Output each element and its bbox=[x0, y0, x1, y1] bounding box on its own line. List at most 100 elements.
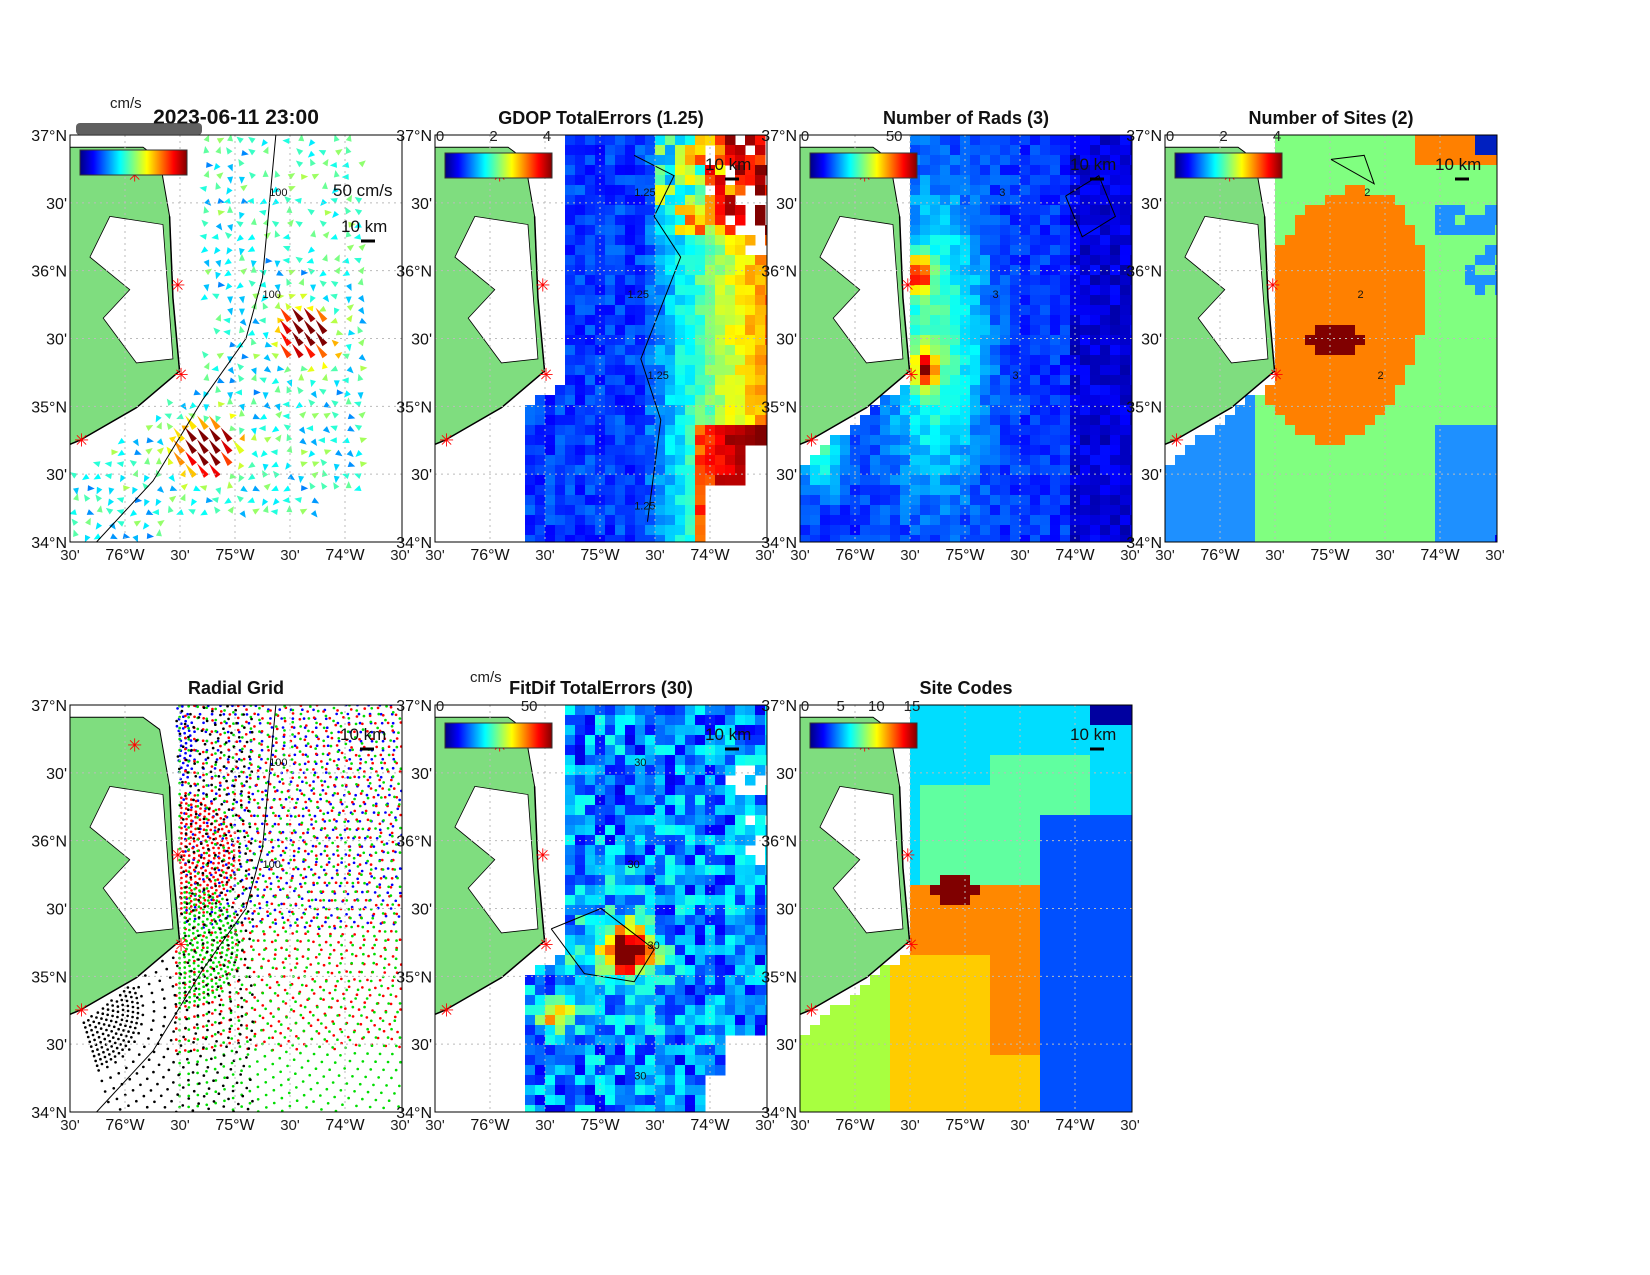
heatmap-cell bbox=[1060, 385, 1071, 396]
heatmap-cell bbox=[745, 435, 756, 446]
heatmap-cell bbox=[1345, 335, 1356, 346]
heatmap-cell bbox=[725, 785, 736, 796]
heatmap-cell bbox=[1255, 415, 1266, 426]
vector-arrow bbox=[129, 460, 138, 467]
heatmap-cell bbox=[1175, 495, 1186, 506]
heatmap-cell bbox=[565, 345, 576, 356]
heatmap-cell bbox=[1355, 265, 1366, 276]
heatmap-cell bbox=[930, 365, 941, 376]
heatmap-cell bbox=[585, 375, 596, 386]
heatmap-cell bbox=[930, 705, 941, 716]
heatmap-cell bbox=[715, 1015, 726, 1026]
heatmap-cell bbox=[745, 875, 756, 886]
heatmap-cell bbox=[1335, 305, 1346, 316]
vector-arrow bbox=[225, 282, 233, 290]
vector-arrow bbox=[185, 415, 197, 431]
heatmap-cell bbox=[800, 475, 811, 486]
heatmap-cell bbox=[1355, 245, 1366, 256]
heatmap-cell bbox=[1405, 395, 1416, 406]
heatmap-cell bbox=[585, 1045, 596, 1056]
vector-arrow bbox=[318, 149, 327, 156]
contour-label: 3 bbox=[993, 289, 999, 301]
x-tick-label: 76°W bbox=[105, 547, 145, 564]
heatmap-cell bbox=[635, 935, 646, 946]
heatmap-cell bbox=[1455, 395, 1466, 406]
heatmap-cell bbox=[960, 535, 971, 542]
vector-arrow bbox=[307, 246, 316, 254]
heatmap-cell bbox=[930, 485, 941, 496]
heatmap-cell bbox=[575, 385, 586, 396]
heatmap-cell bbox=[675, 1005, 686, 1016]
heatmap-cell bbox=[615, 505, 626, 516]
heatmap-cell bbox=[525, 485, 536, 496]
colorbar bbox=[1174, 152, 1283, 179]
vector-arrow bbox=[252, 413, 261, 420]
heatmap-cell bbox=[1465, 315, 1476, 326]
coastline bbox=[435, 216, 546, 446]
heatmap-cell bbox=[1345, 325, 1356, 336]
x-tick-label: 76°W bbox=[835, 547, 875, 564]
x-tick-label: 30' bbox=[535, 1117, 555, 1134]
heatmap-cell bbox=[910, 955, 921, 966]
heatmap-cell bbox=[675, 265, 686, 276]
heatmap-cell bbox=[605, 175, 616, 186]
heatmap-cell bbox=[840, 535, 851, 542]
vector-arrow bbox=[275, 411, 283, 419]
heatmap-cell bbox=[1345, 265, 1356, 276]
heatmap-cell bbox=[675, 345, 686, 356]
vector-arrow bbox=[287, 219, 294, 227]
vector-arrow bbox=[211, 233, 219, 240]
heatmap-cell bbox=[1485, 335, 1496, 346]
y-tick-label: 30' bbox=[776, 467, 797, 484]
heatmap-cell bbox=[695, 375, 706, 386]
heatmap-cell bbox=[585, 865, 596, 876]
heatmap-cell bbox=[950, 905, 961, 916]
vector-arrow bbox=[306, 305, 314, 312]
heatmap-cell bbox=[725, 715, 736, 726]
vector-arrow bbox=[241, 150, 249, 156]
heatmap-cell bbox=[1375, 405, 1386, 416]
heatmap-cell bbox=[1365, 195, 1376, 206]
vector-arrow bbox=[203, 135, 210, 143]
map-area: ✳✳✳✳1.251.251.251.25 bbox=[435, 135, 767, 542]
heatmap-cell bbox=[1315, 485, 1326, 496]
heatmap-cell bbox=[725, 1025, 736, 1036]
heatmap-cell bbox=[1325, 285, 1336, 296]
heatmap-cell bbox=[1485, 375, 1496, 386]
heatmap-cell bbox=[605, 965, 616, 976]
heatmap-cell bbox=[595, 865, 606, 876]
heatmap-cell bbox=[615, 775, 626, 786]
heatmap-cell bbox=[1010, 395, 1021, 406]
heatmap-cell bbox=[950, 805, 961, 816]
heatmap-cell bbox=[1275, 225, 1286, 236]
heatmap-cell bbox=[980, 225, 991, 236]
heatmap-cell bbox=[1335, 435, 1346, 446]
heatmap-cell bbox=[675, 1095, 686, 1106]
heatmap-cell bbox=[940, 825, 951, 836]
heatmap-cell bbox=[1335, 255, 1346, 266]
heatmap-cell bbox=[1000, 205, 1011, 216]
vector-arrow bbox=[185, 427, 197, 443]
heatmap-cell bbox=[1275, 465, 1286, 476]
heatmap-cell bbox=[1475, 505, 1486, 516]
heatmap-cell bbox=[1435, 195, 1446, 206]
heatmap-cell bbox=[1405, 515, 1416, 526]
heatmap-cell bbox=[675, 355, 686, 366]
heatmap-cell bbox=[1010, 295, 1021, 306]
heatmap-cell bbox=[950, 415, 961, 426]
heatmap-cell bbox=[1235, 475, 1246, 486]
heatmap-cell bbox=[675, 875, 686, 886]
heatmap-cell bbox=[605, 425, 616, 436]
heatmap-cell bbox=[1080, 335, 1091, 346]
y-tick-label: 34°N bbox=[396, 535, 432, 552]
y-tick-label: 34°N bbox=[31, 535, 67, 552]
heatmap-cell bbox=[745, 755, 756, 766]
heatmap-cell bbox=[1100, 365, 1111, 376]
heatmap-cell bbox=[675, 835, 686, 846]
heatmap-cell bbox=[930, 925, 941, 936]
site-marker-icon: ✳ bbox=[170, 846, 185, 866]
heatmap-cell bbox=[695, 925, 706, 936]
heatmap-cell bbox=[1395, 415, 1406, 426]
heatmap-cell bbox=[565, 925, 576, 936]
heatmap-cell bbox=[565, 265, 576, 276]
